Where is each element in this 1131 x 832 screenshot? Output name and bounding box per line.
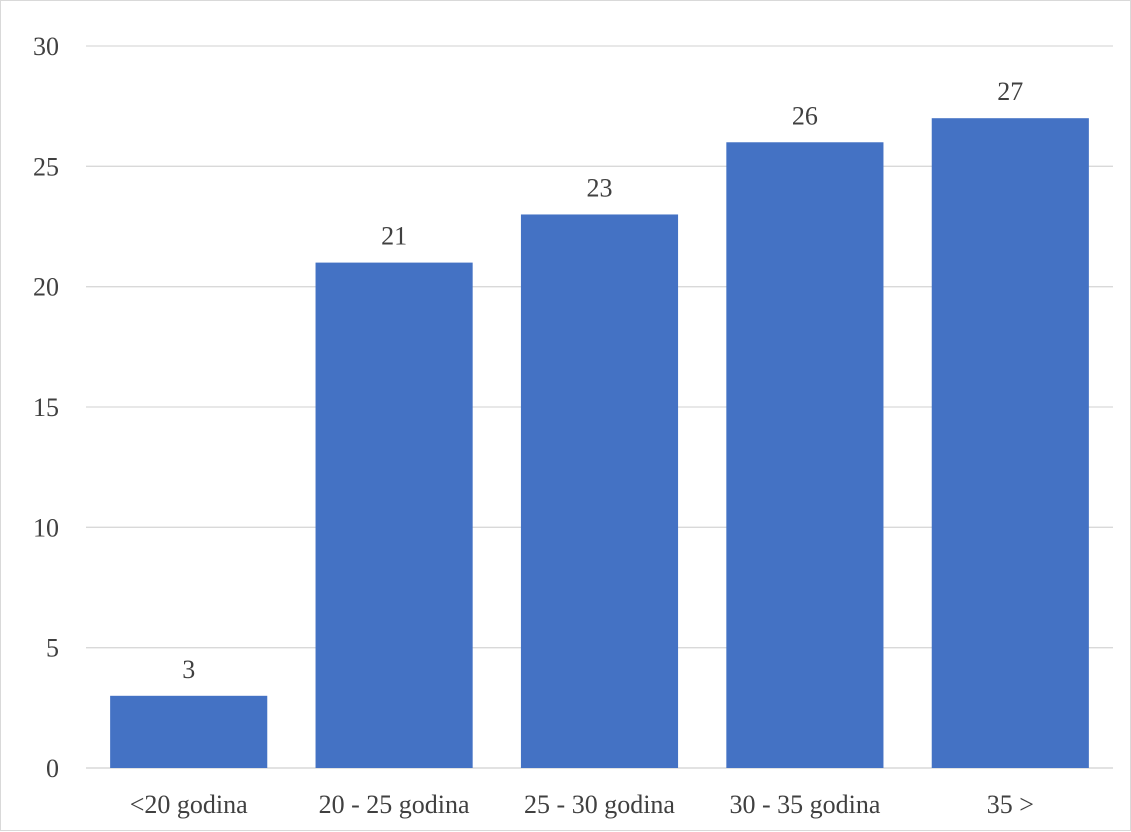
bar-2 [520,214,679,768]
x-category-label-1: 20 - 25 godina [319,790,470,819]
data-label-4: 27 [997,77,1023,106]
x-category-label-3: 30 - 35 godina [729,790,880,819]
bar-1 [315,262,473,768]
x-category-label-2: 25 - 30 godina [524,790,675,819]
data-label-1: 21 [381,222,407,251]
data-label-0: 3 [182,655,195,684]
data-label-3: 26 [792,101,818,130]
y-tick-label-10: 10 [33,513,59,542]
bar-0 [110,695,268,768]
bar-3 [726,142,884,768]
data-labels: 3 21 23 26 27 [182,77,1023,684]
x-category-label-4: 35 > [987,790,1034,819]
y-tick-label-0: 0 [46,754,59,783]
y-tick-label-30: 30 [33,32,59,61]
y-axis-tick-labels: 0 5 10 15 20 25 30 [33,32,59,783]
x-category-label-0: <20 godina [130,790,248,819]
y-tick-label-5: 5 [46,634,59,663]
bar-4 [931,118,1089,768]
y-tick-label-25: 25 [33,152,59,181]
y-tick-label-15: 15 [33,393,59,422]
y-tick-label-20: 20 [33,273,59,302]
x-axis-category-labels: <20 godina 20 - 25 godina 25 - 30 godina 30… [130,790,1034,819]
data-label-2: 23 [587,173,613,202]
bars [110,118,1089,768]
